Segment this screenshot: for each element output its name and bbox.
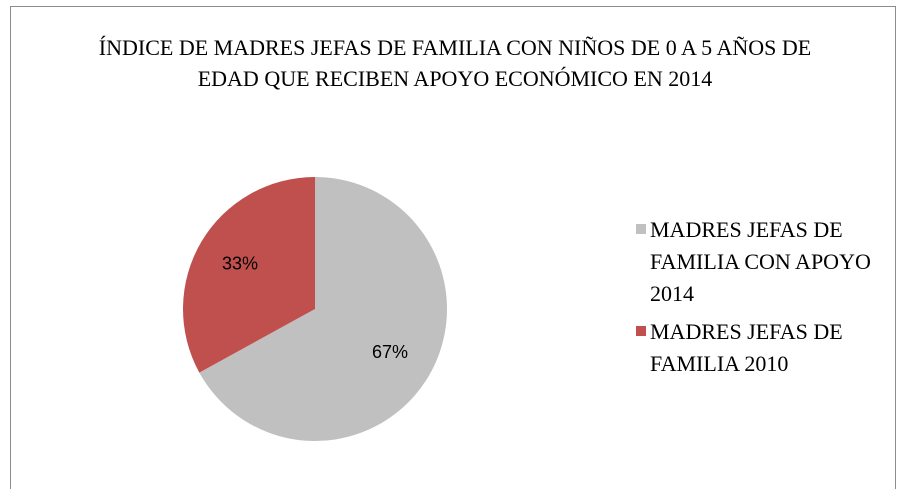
legend-entry: MADRES JEFAS DE FAMILIA 2010 (636, 316, 896, 380)
data-label: 33% (222, 253, 258, 273)
legend-swatch (636, 224, 646, 234)
legend-swatch (636, 326, 646, 336)
chart-title: ÍNDICE DE MADRES JEFAS DE FAMILIA CON NI… (98, 35, 812, 91)
chart-border (10, 6, 896, 489)
legend-label: MADRES JEFAS DE FAMILIA 2010 (650, 319, 843, 376)
legend-label: MADRES JEFAS DE FAMILIA CON APOYO 2014 (650, 217, 871, 306)
pie-slice (199, 177, 447, 442)
data-label: 67% (372, 342, 408, 362)
legend-entry: MADRES JEFAS DE FAMILIA CON APOYO 2014 (636, 214, 896, 310)
pie-slice (182, 176, 315, 373)
